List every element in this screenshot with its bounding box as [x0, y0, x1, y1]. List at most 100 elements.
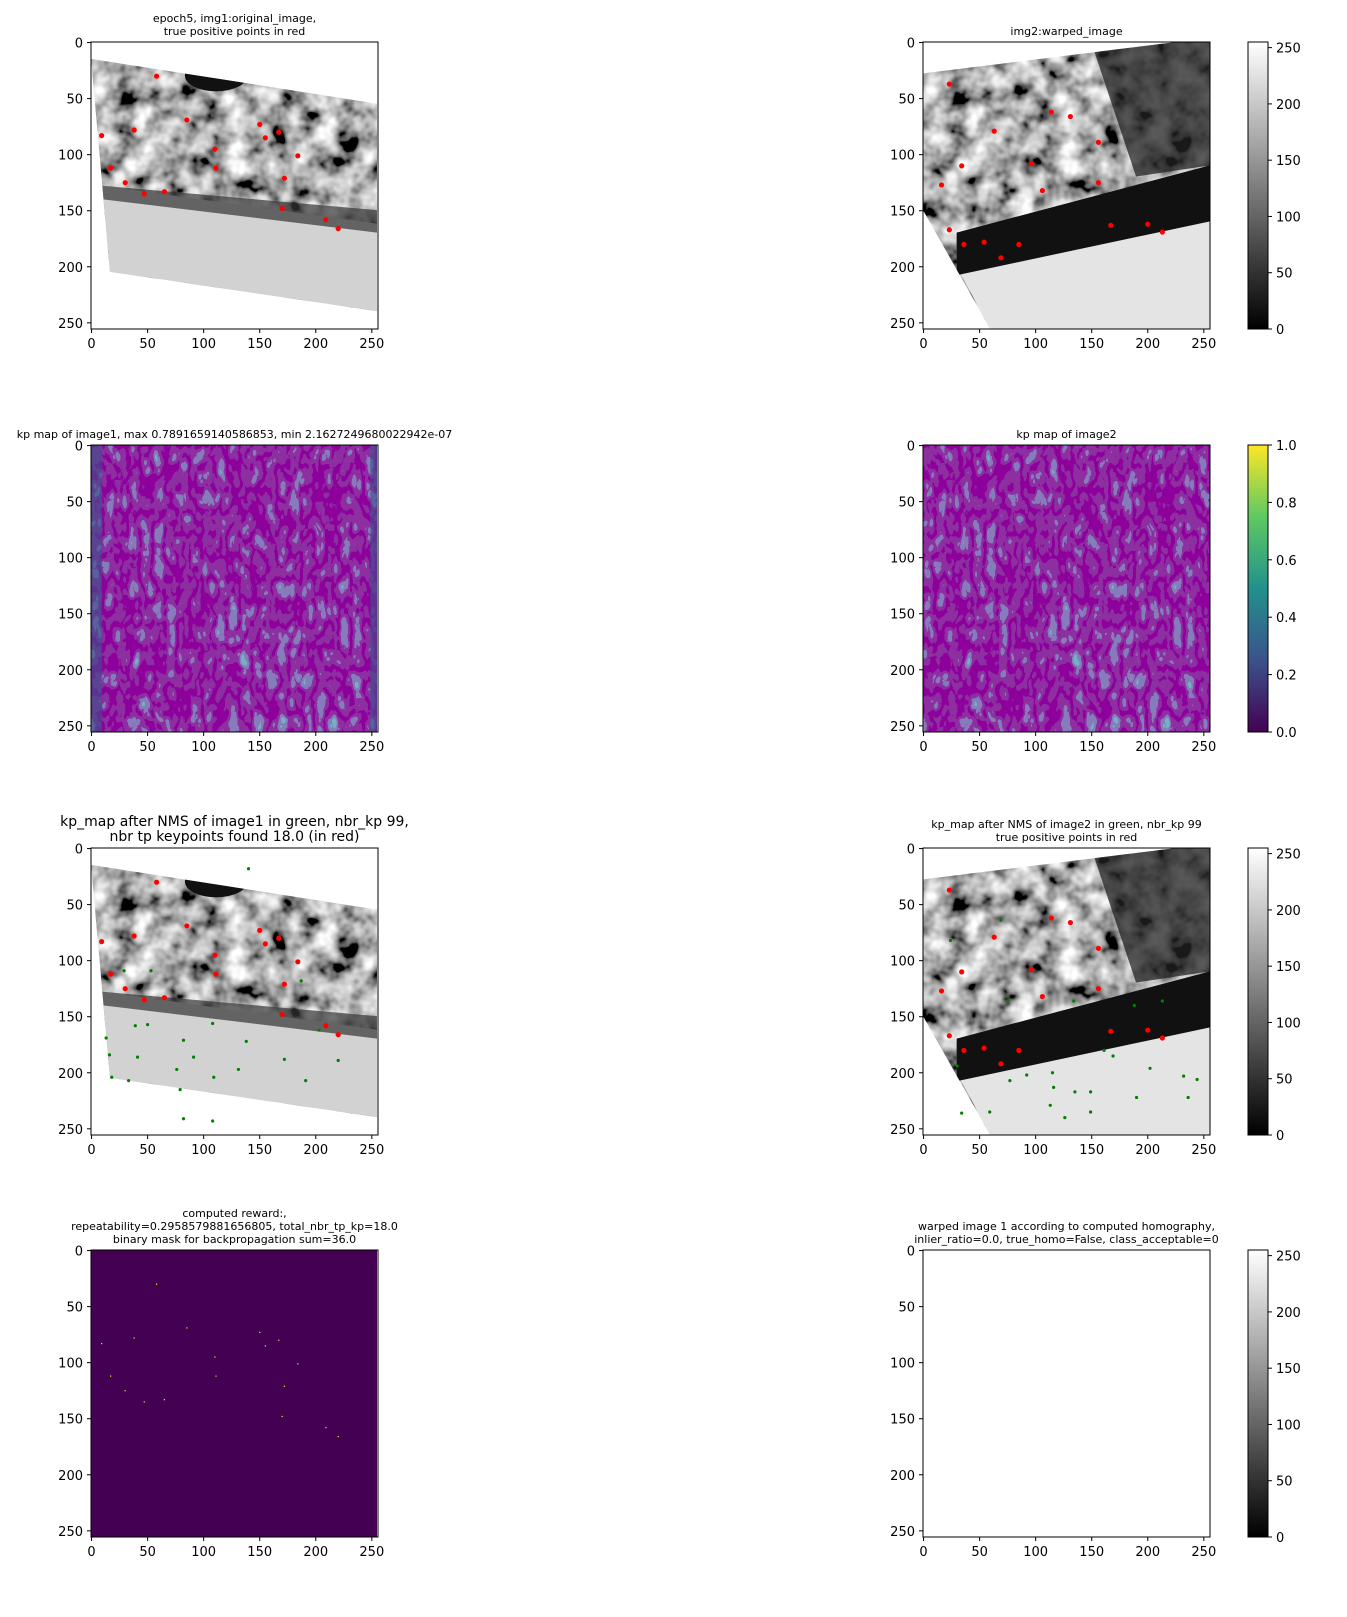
keypoint	[1134, 1095, 1139, 1100]
x-tick-label: 50	[139, 1143, 156, 1158]
x-tick-label: 150	[1079, 1143, 1104, 1158]
mask-pixel	[133, 1337, 135, 1339]
y-tick-label: 250	[890, 1123, 915, 1138]
keypoint	[1048, 109, 1054, 115]
keypoint	[938, 182, 945, 188]
keypoint	[323, 217, 329, 223]
y-tick-label: 0	[75, 843, 83, 858]
y-tick-label: 0	[907, 440, 915, 455]
y-tick-label: 50	[66, 899, 83, 914]
keypoint	[959, 163, 965, 169]
x-tick-label: 150	[247, 1143, 272, 1158]
keypoint	[1095, 945, 1102, 951]
colorbar-tick-label: 0	[1276, 323, 1284, 338]
x-tick-label: 100	[1023, 1545, 1048, 1560]
keypoint	[1073, 1090, 1077, 1094]
colorbar-tick-label: 200	[1276, 904, 1301, 919]
keypoint	[981, 1045, 987, 1051]
keypoint	[246, 867, 251, 871]
keypoint	[131, 933, 137, 939]
colorbar-tick-label: 150	[1276, 1362, 1301, 1377]
keypoint	[1108, 222, 1114, 228]
colorbar-tick-label: 150	[1276, 154, 1301, 169]
mask-pixel	[155, 1283, 158, 1285]
image	[923, 1250, 1210, 1537]
keypoint	[1067, 113, 1074, 120]
keypoint	[1025, 1073, 1029, 1077]
image	[923, 848, 1210, 1135]
panel-title: nbr tp keypoints found 18.0 (in red)	[109, 829, 359, 845]
keypoint	[1145, 1027, 1151, 1033]
y-tick-label: 150	[890, 608, 915, 623]
mask-pixel	[259, 1331, 261, 1334]
keypoint	[122, 180, 128, 186]
x-tick-label: 150	[247, 1545, 272, 1560]
keypoint	[212, 146, 218, 152]
x-tick-label: 200	[1135, 740, 1160, 755]
y-tick-label: 250	[890, 317, 915, 332]
image	[91, 1250, 377, 1537]
keypoint	[991, 934, 997, 940]
colorbar-tick-label: 0.6	[1276, 554, 1297, 569]
image	[923, 445, 1210, 732]
keypoint	[960, 1111, 964, 1115]
panel-title: true positive points in red	[996, 831, 1138, 844]
keypoint	[276, 935, 282, 941]
keypoint	[1102, 1048, 1106, 1052]
axes-frame	[922, 1249, 1211, 1538]
axes-frame	[922, 847, 1211, 1136]
colorbar-tick-label: 0	[1276, 1129, 1284, 1144]
keypoint	[211, 1021, 215, 1026]
y-tick-label: 0	[75, 1245, 83, 1260]
keypoint	[998, 1061, 1004, 1067]
x-tick-label: 0	[919, 1545, 927, 1560]
x-tick-label: 50	[971, 1545, 988, 1560]
y-tick-label: 100	[890, 1357, 915, 1372]
x-tick-label: 0	[87, 1545, 95, 1560]
colorbar-tick-label: 0.2	[1276, 669, 1297, 684]
x-tick-label: 50	[139, 740, 156, 755]
y-tick-label: 250	[58, 1123, 83, 1138]
x-tick-label: 50	[139, 337, 156, 352]
keypoint	[1195, 1077, 1199, 1082]
mask-pixel	[215, 1375, 217, 1377]
x-tick-label: 250	[1191, 1545, 1216, 1560]
x-tick-label: 100	[191, 1143, 216, 1158]
colorbar	[1247, 847, 1269, 1136]
x-tick-label: 50	[971, 1143, 988, 1158]
keypoint	[126, 1079, 131, 1083]
mask-pixel	[101, 1343, 103, 1345]
keypoint	[295, 153, 301, 159]
keypoint	[1160, 999, 1164, 1003]
keypoint	[991, 128, 997, 134]
keypoint	[946, 1033, 952, 1039]
x-tick-label: 250	[359, 1545, 384, 1560]
keypoint	[211, 1119, 215, 1123]
keypoint	[1089, 1090, 1093, 1094]
x-tick-label: 100	[1023, 1143, 1048, 1158]
keypoint	[1050, 1071, 1055, 1075]
x-tick-label: 0	[919, 1143, 927, 1158]
keypoint	[1048, 915, 1054, 921]
x-tick-label: 100	[1023, 740, 1048, 755]
y-tick-label: 100	[58, 1357, 83, 1372]
panel-title: binary mask for backpropagation sum=36.0	[113, 1233, 356, 1246]
y-tick-label: 200	[58, 1469, 83, 1484]
y-tick-label: 150	[58, 608, 83, 623]
keypoint	[946, 887, 952, 893]
keypoint	[1067, 919, 1074, 926]
image	[91, 848, 377, 1135]
x-tick-label: 0	[919, 337, 927, 352]
keypoint	[122, 986, 128, 992]
y-tick-label: 200	[58, 1067, 83, 1082]
y-tick-label: 250	[890, 720, 915, 735]
x-tick-label: 200	[303, 337, 328, 352]
y-tick-label: 200	[890, 664, 915, 679]
y-tick-label: 150	[58, 1011, 83, 1026]
x-tick-label: 100	[1023, 337, 1048, 352]
keypoint	[1006, 999, 1010, 1003]
keypoint	[133, 1024, 137, 1028]
y-tick-label: 200	[890, 1469, 915, 1484]
keypoint	[1111, 1054, 1115, 1058]
x-tick-label: 250	[1191, 337, 1216, 352]
